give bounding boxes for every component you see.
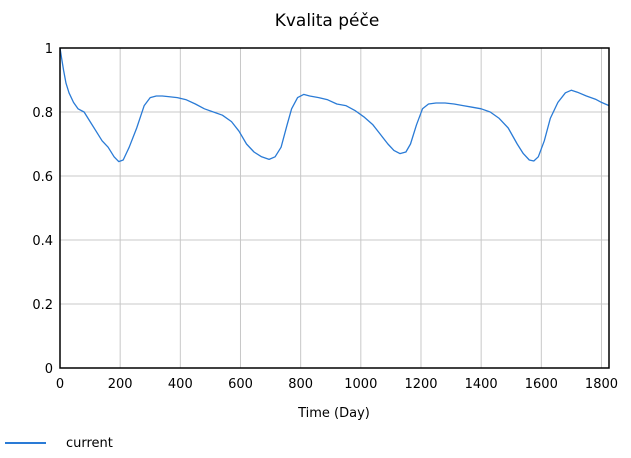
x-tick-label: 600	[228, 377, 253, 392]
x-tick-label: 200	[108, 377, 133, 392]
y-tick-label: 0.4	[32, 234, 53, 249]
y-axis-ticks: 0 0.2 0.4 0.6 0.8 1	[32, 42, 53, 377]
x-axis-label: Time (Day)	[297, 406, 370, 421]
x-tick-label: 1200	[404, 377, 437, 392]
x-tick-label: 1000	[344, 377, 377, 392]
chart-title: Kvalita péče	[275, 11, 380, 31]
y-tick-label: 0.8	[32, 106, 53, 121]
x-tick-label: 800	[288, 377, 313, 392]
series-line-current	[59, 47, 610, 163]
x-axis-ticks: 0 200 400 600 800 1000 1200 1400 1600 1800	[56, 377, 618, 392]
x-tick-label: 1600	[525, 377, 558, 392]
legend-label-current: current	[66, 436, 113, 451]
series-layer	[59, 47, 610, 163]
legend: current	[5, 436, 113, 451]
x-tick-label: 400	[168, 377, 193, 392]
y-tick-label: 0	[45, 362, 53, 377]
grid	[60, 48, 609, 368]
plot-frame	[59, 47, 610, 369]
y-tick-label: 0.6	[32, 170, 53, 185]
x-tick-label: 0	[56, 377, 64, 392]
x-tick-label: 1400	[465, 377, 498, 392]
y-tick-label: 0.2	[32, 298, 53, 313]
y-tick-label: 1	[45, 42, 53, 57]
x-tick-label: 1800	[585, 377, 618, 392]
